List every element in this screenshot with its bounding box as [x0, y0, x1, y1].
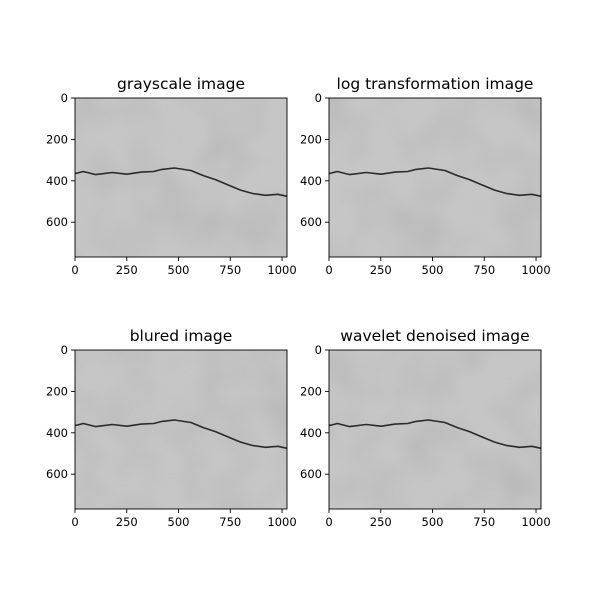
x-tick-label: 250 [116, 515, 138, 529]
subplot-title: wavelet denoised image [340, 327, 529, 345]
x-tick-label: 0 [325, 263, 332, 277]
x-tick-label: 750 [219, 515, 241, 529]
y-tick-label: 400 [46, 426, 68, 440]
x-tick-label: 750 [473, 515, 495, 529]
y-tick-label: 200 [300, 384, 322, 398]
x-tick-label: 500 [422, 263, 444, 277]
x-tick-label: 0 [325, 515, 332, 529]
subplot-2: log transformation image 0 250 500 750 1000 0 2… [300, 75, 551, 277]
image-texture-noise [75, 98, 287, 257]
x-tick-label: 1000 [267, 263, 296, 277]
x-tick-label: 750 [219, 263, 241, 277]
y-tick-label: 600 [300, 467, 322, 481]
x-tick-label: 1000 [521, 263, 550, 277]
subplot-title: grayscale image [117, 75, 245, 93]
axes-frame [74, 349, 288, 510]
x-tick-label: 500 [168, 263, 190, 277]
axes-frame [74, 97, 288, 258]
subplot-1: grayscale image 0 250 500 750 1000 0 200 400 600 [46, 75, 297, 277]
x-tick-label: 750 [473, 263, 495, 277]
y-tick-label: 0 [61, 343, 68, 357]
image-texture-noise [75, 350, 287, 509]
y-tick-label: 400 [46, 174, 68, 188]
subplot-4: wavelet denoised image 0 250 500 750 1000 0 200… [300, 327, 551, 529]
subplot-title: blured image [130, 327, 233, 345]
crack-line [74, 419, 288, 450]
x-tick-label: 250 [370, 263, 392, 277]
x-tick-label: 1000 [521, 515, 550, 529]
crack-line [328, 419, 542, 450]
y-tick-label: 600 [46, 215, 68, 229]
y-tick-label: 200 [46, 384, 68, 398]
x-tick-label: 1000 [267, 515, 296, 529]
y-tick-label: 200 [46, 132, 68, 146]
image-texture-noise [329, 98, 541, 257]
axes-frame [328, 97, 542, 258]
x-tick-label: 500 [422, 515, 444, 529]
crack-line [328, 167, 542, 198]
y-tick-label: 400 [300, 426, 322, 440]
y-tick-label: 400 [300, 174, 322, 188]
y-tick-label: 0 [61, 91, 68, 105]
subplot-3: blured image 0 250 500 750 1000 0 200 400 600 [46, 327, 297, 529]
image-texture-noise [329, 350, 541, 509]
axes-frame [328, 349, 542, 510]
crack-line [74, 167, 288, 198]
y-tick-label: 600 [46, 467, 68, 481]
x-tick-label: 250 [370, 515, 392, 529]
x-tick-label: 250 [116, 263, 138, 277]
x-tick-label: 500 [168, 515, 190, 529]
subplot-title: log transformation image [337, 75, 534, 93]
y-tick-label: 0 [315, 343, 322, 357]
x-tick-label: 0 [71, 263, 78, 277]
y-tick-label: 0 [315, 91, 322, 105]
x-tick-label: 0 [71, 515, 78, 529]
y-tick-label: 200 [300, 132, 322, 146]
y-tick-label: 600 [300, 215, 322, 229]
